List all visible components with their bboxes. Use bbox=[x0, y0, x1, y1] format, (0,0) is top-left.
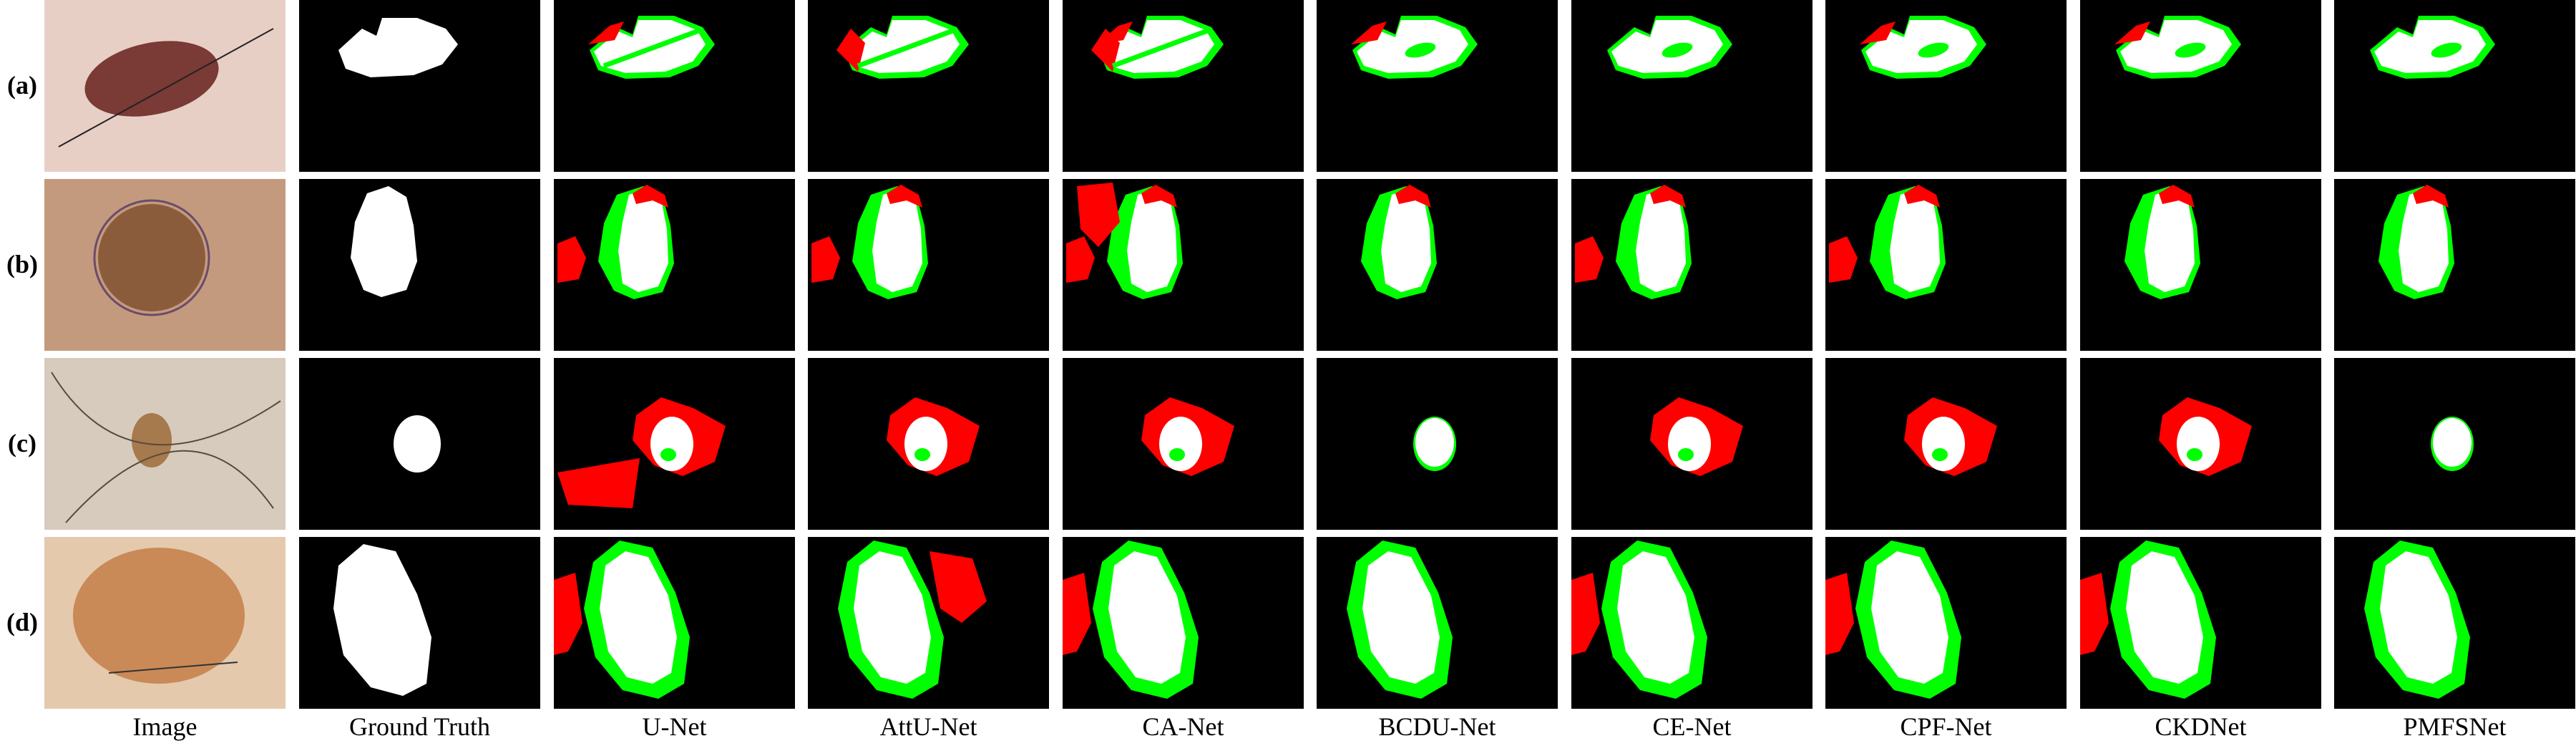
segmentation-mask-d-attu-net bbox=[808, 537, 1049, 709]
column-label-ground-truth: Ground Truth bbox=[348, 712, 491, 741]
dermoscopy-image-d-image bbox=[44, 537, 286, 709]
segmentation-mask-c-ca-net bbox=[1063, 358, 1304, 530]
segmentation-mask-d-ckdnet bbox=[2080, 537, 2321, 709]
column-label-bcdu-net: BCDU-Net bbox=[1378, 712, 1496, 741]
dermoscopy-image-c-image bbox=[44, 358, 286, 530]
column-label-image: Image bbox=[132, 712, 197, 741]
segmentation-mask-c-ce-net bbox=[1571, 358, 1813, 530]
dermoscopy-image-a-image bbox=[44, 0, 286, 172]
segmentation-mask-a-u-net bbox=[554, 0, 795, 172]
segmentation-mask-a-ckdnet bbox=[2080, 0, 2321, 172]
column-label-pmfsnet: PMFSNet bbox=[2403, 712, 2507, 741]
column-label-u-net: U-Net bbox=[642, 712, 707, 741]
column-label-ce-net: CE-Net bbox=[1652, 712, 1732, 741]
segmentation-mask-d-cpf-net bbox=[1825, 537, 2067, 709]
segmentation-mask-c-bcdu-net bbox=[1317, 358, 1558, 530]
segmentation-mask-c-cpf-net bbox=[1825, 358, 2067, 530]
row-label-d: (d) bbox=[6, 608, 38, 636]
segmentation-mask-a-ground-truth bbox=[299, 0, 540, 172]
segmentation-mask-c-pmfsnet bbox=[2334, 358, 2575, 530]
segmentation-mask-b-attu-net bbox=[808, 179, 1049, 351]
segmentation-mask-b-u-net bbox=[554, 179, 795, 351]
segmentation-mask-a-ce-net bbox=[1571, 0, 1813, 172]
segmentation-mask-b-ckdnet bbox=[2080, 179, 2321, 351]
segmentation-mask-d-ce-net bbox=[1571, 537, 1813, 709]
segmentation-mask-b-cpf-net bbox=[1825, 179, 2067, 351]
segmentation-mask-c-ckdnet bbox=[2080, 358, 2321, 530]
column-label-ckdnet: CKDNet bbox=[2155, 712, 2247, 741]
segmentation-mask-d-u-net bbox=[554, 537, 795, 709]
row-label-c: (c) bbox=[8, 429, 36, 457]
row-label-b: (b) bbox=[6, 250, 38, 278]
segmentation-mask-d-ground-truth bbox=[299, 537, 540, 709]
column-label-cpf-net: CPF-Net bbox=[1900, 712, 1992, 741]
dermoscopy-image-b-image bbox=[44, 179, 286, 351]
segmentation-mask-d-pmfsnet bbox=[2334, 537, 2575, 709]
segmentation-mask-c-u-net bbox=[554, 358, 795, 530]
segmentation-mask-a-ca-net bbox=[1063, 0, 1304, 172]
segmentation-mask-d-bcdu-net bbox=[1317, 537, 1558, 709]
segmentation-mask-a-bcdu-net bbox=[1317, 0, 1558, 172]
column-label-attu-net: AttU-Net bbox=[879, 712, 977, 741]
segmentation-mask-a-cpf-net bbox=[1825, 0, 2067, 172]
segmentation-mask-b-ground-truth bbox=[299, 179, 540, 351]
segmentation-mask-b-ce-net bbox=[1571, 179, 1813, 351]
segmentation-mask-a-attu-net bbox=[808, 0, 1049, 172]
segmentation-mask-d-ca-net bbox=[1063, 537, 1304, 709]
segmentation-mask-a-pmfsnet bbox=[2334, 0, 2575, 172]
row-label-a: (a) bbox=[7, 71, 37, 100]
segmentation-mask-b-pmfsnet bbox=[2334, 179, 2575, 351]
segmentation-mask-b-bcdu-net bbox=[1317, 179, 1558, 351]
segmentation-mask-c-attu-net bbox=[808, 358, 1049, 530]
column-label-ca-net: CA-Net bbox=[1142, 712, 1224, 741]
segmentation-mask-b-ca-net bbox=[1063, 179, 1304, 351]
segmentation-mask-c-ground-truth bbox=[299, 358, 540, 530]
